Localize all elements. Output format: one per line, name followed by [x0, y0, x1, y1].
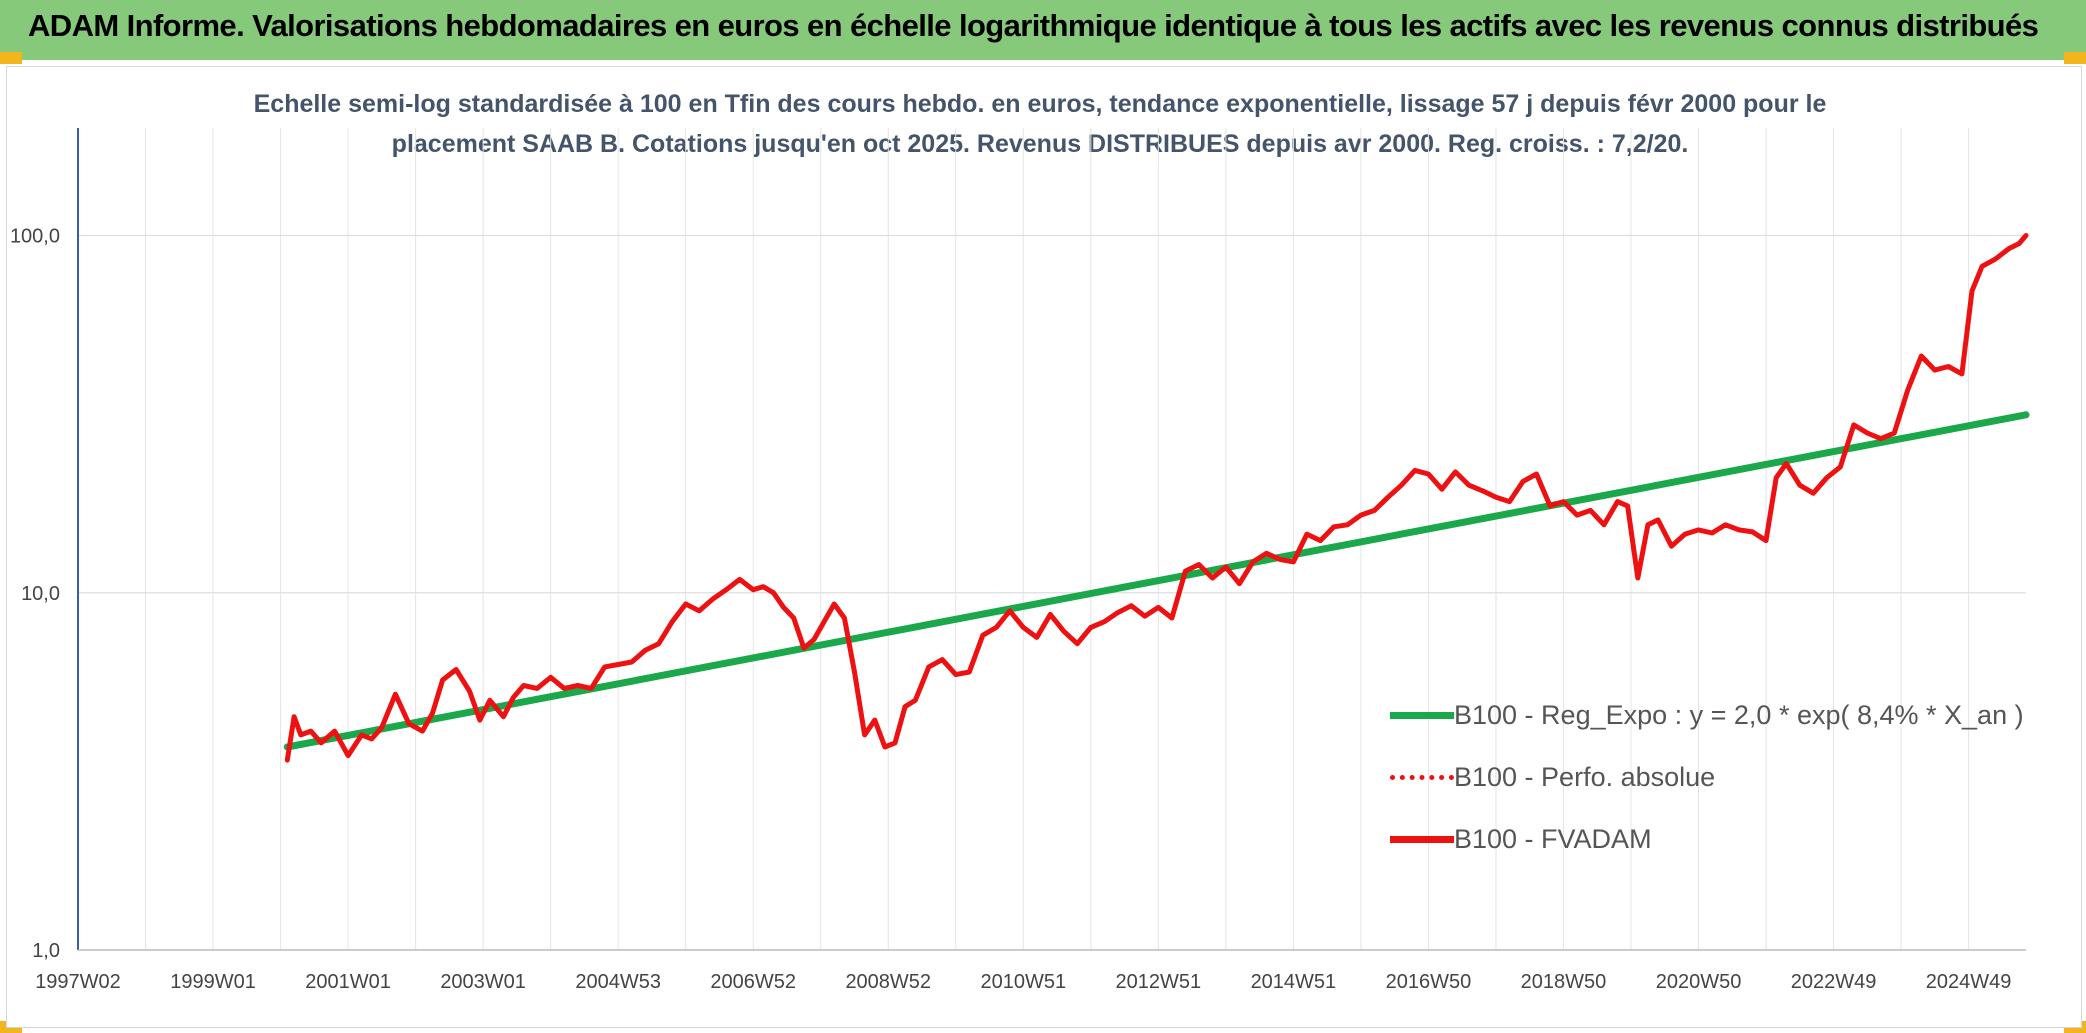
x-tick-label: 2024W49	[1926, 971, 2012, 993]
x-tick-label: 1999W01	[170, 971, 256, 993]
chart-legend: B100 - Reg_Expo : y = 2,0 * exp( 8,4% * …	[1390, 684, 2024, 870]
legend-label-perfo-absolue: B100 - Perfo. absolue	[1454, 761, 1716, 792]
chart-subtitle-line-2: placement SAAB B. Cotations jusqu'en oct…	[391, 130, 1689, 158]
legend-item-perfo-absolue: B100 - Perfo. absolue	[1390, 746, 2024, 808]
legend-item-fvadam: B100 - FVADAM	[1390, 808, 2024, 870]
legend-swatch-perfo-absolue	[1390, 774, 1454, 780]
x-tick-label: 2014W51	[1251, 971, 1337, 993]
x-tick-label: 2008W52	[845, 971, 931, 993]
x-tick-label: 2022W49	[1791, 971, 1877, 993]
legend-swatch-regression	[1390, 711, 1454, 719]
x-tick-label: 2006W52	[710, 971, 796, 993]
legend-label-fvadam: B100 - FVADAM	[1454, 823, 1652, 854]
chart-panel	[6, 66, 2082, 1028]
y-tick-label: 100,0	[10, 226, 60, 248]
x-tick-label: 1997W02	[35, 971, 121, 993]
chart-subtitle: Echelle semi-log standardisée à 100 en T…	[240, 84, 1840, 164]
x-tick-label: 2020W50	[1656, 971, 1742, 993]
regression-line	[283, 411, 2030, 751]
corner-mark-top-left	[0, 52, 22, 64]
x-tick-label: 2010W51	[980, 971, 1066, 993]
y-tick-label: 10,0	[21, 583, 60, 605]
fvadam-line	[284, 233, 2029, 763]
x-tick-label: 2018W50	[1521, 971, 1607, 993]
y-tick-label: 1,0	[32, 940, 60, 962]
legend-label-regression: B100 - Reg_Expo : y = 2,0 * exp( 8,4% * …	[1454, 699, 2024, 730]
x-tick-label: 2016W50	[1386, 971, 1472, 993]
legend-swatch-fvadam	[1390, 835, 1454, 843]
x-tick-label: 2003W01	[440, 971, 526, 993]
report-title: ADAM Informe. Valorisations hebdomadaire…	[28, 8, 2039, 43]
title-banner: ADAM Informe. Valorisations hebdomadaire…	[0, 0, 2086, 60]
chart-subtitle-line-1: Echelle semi-log standardisée à 100 en T…	[253, 90, 1827, 118]
x-tick-label: 2004W53	[575, 971, 661, 993]
corner-mark-top-right	[2064, 52, 2086, 64]
x-tick-label: 2012W51	[1116, 971, 1202, 993]
x-tick-label: 2001W01	[305, 971, 391, 993]
legend-item-regression: B100 - Reg_Expo : y = 2,0 * exp( 8,4% * …	[1390, 684, 2024, 746]
